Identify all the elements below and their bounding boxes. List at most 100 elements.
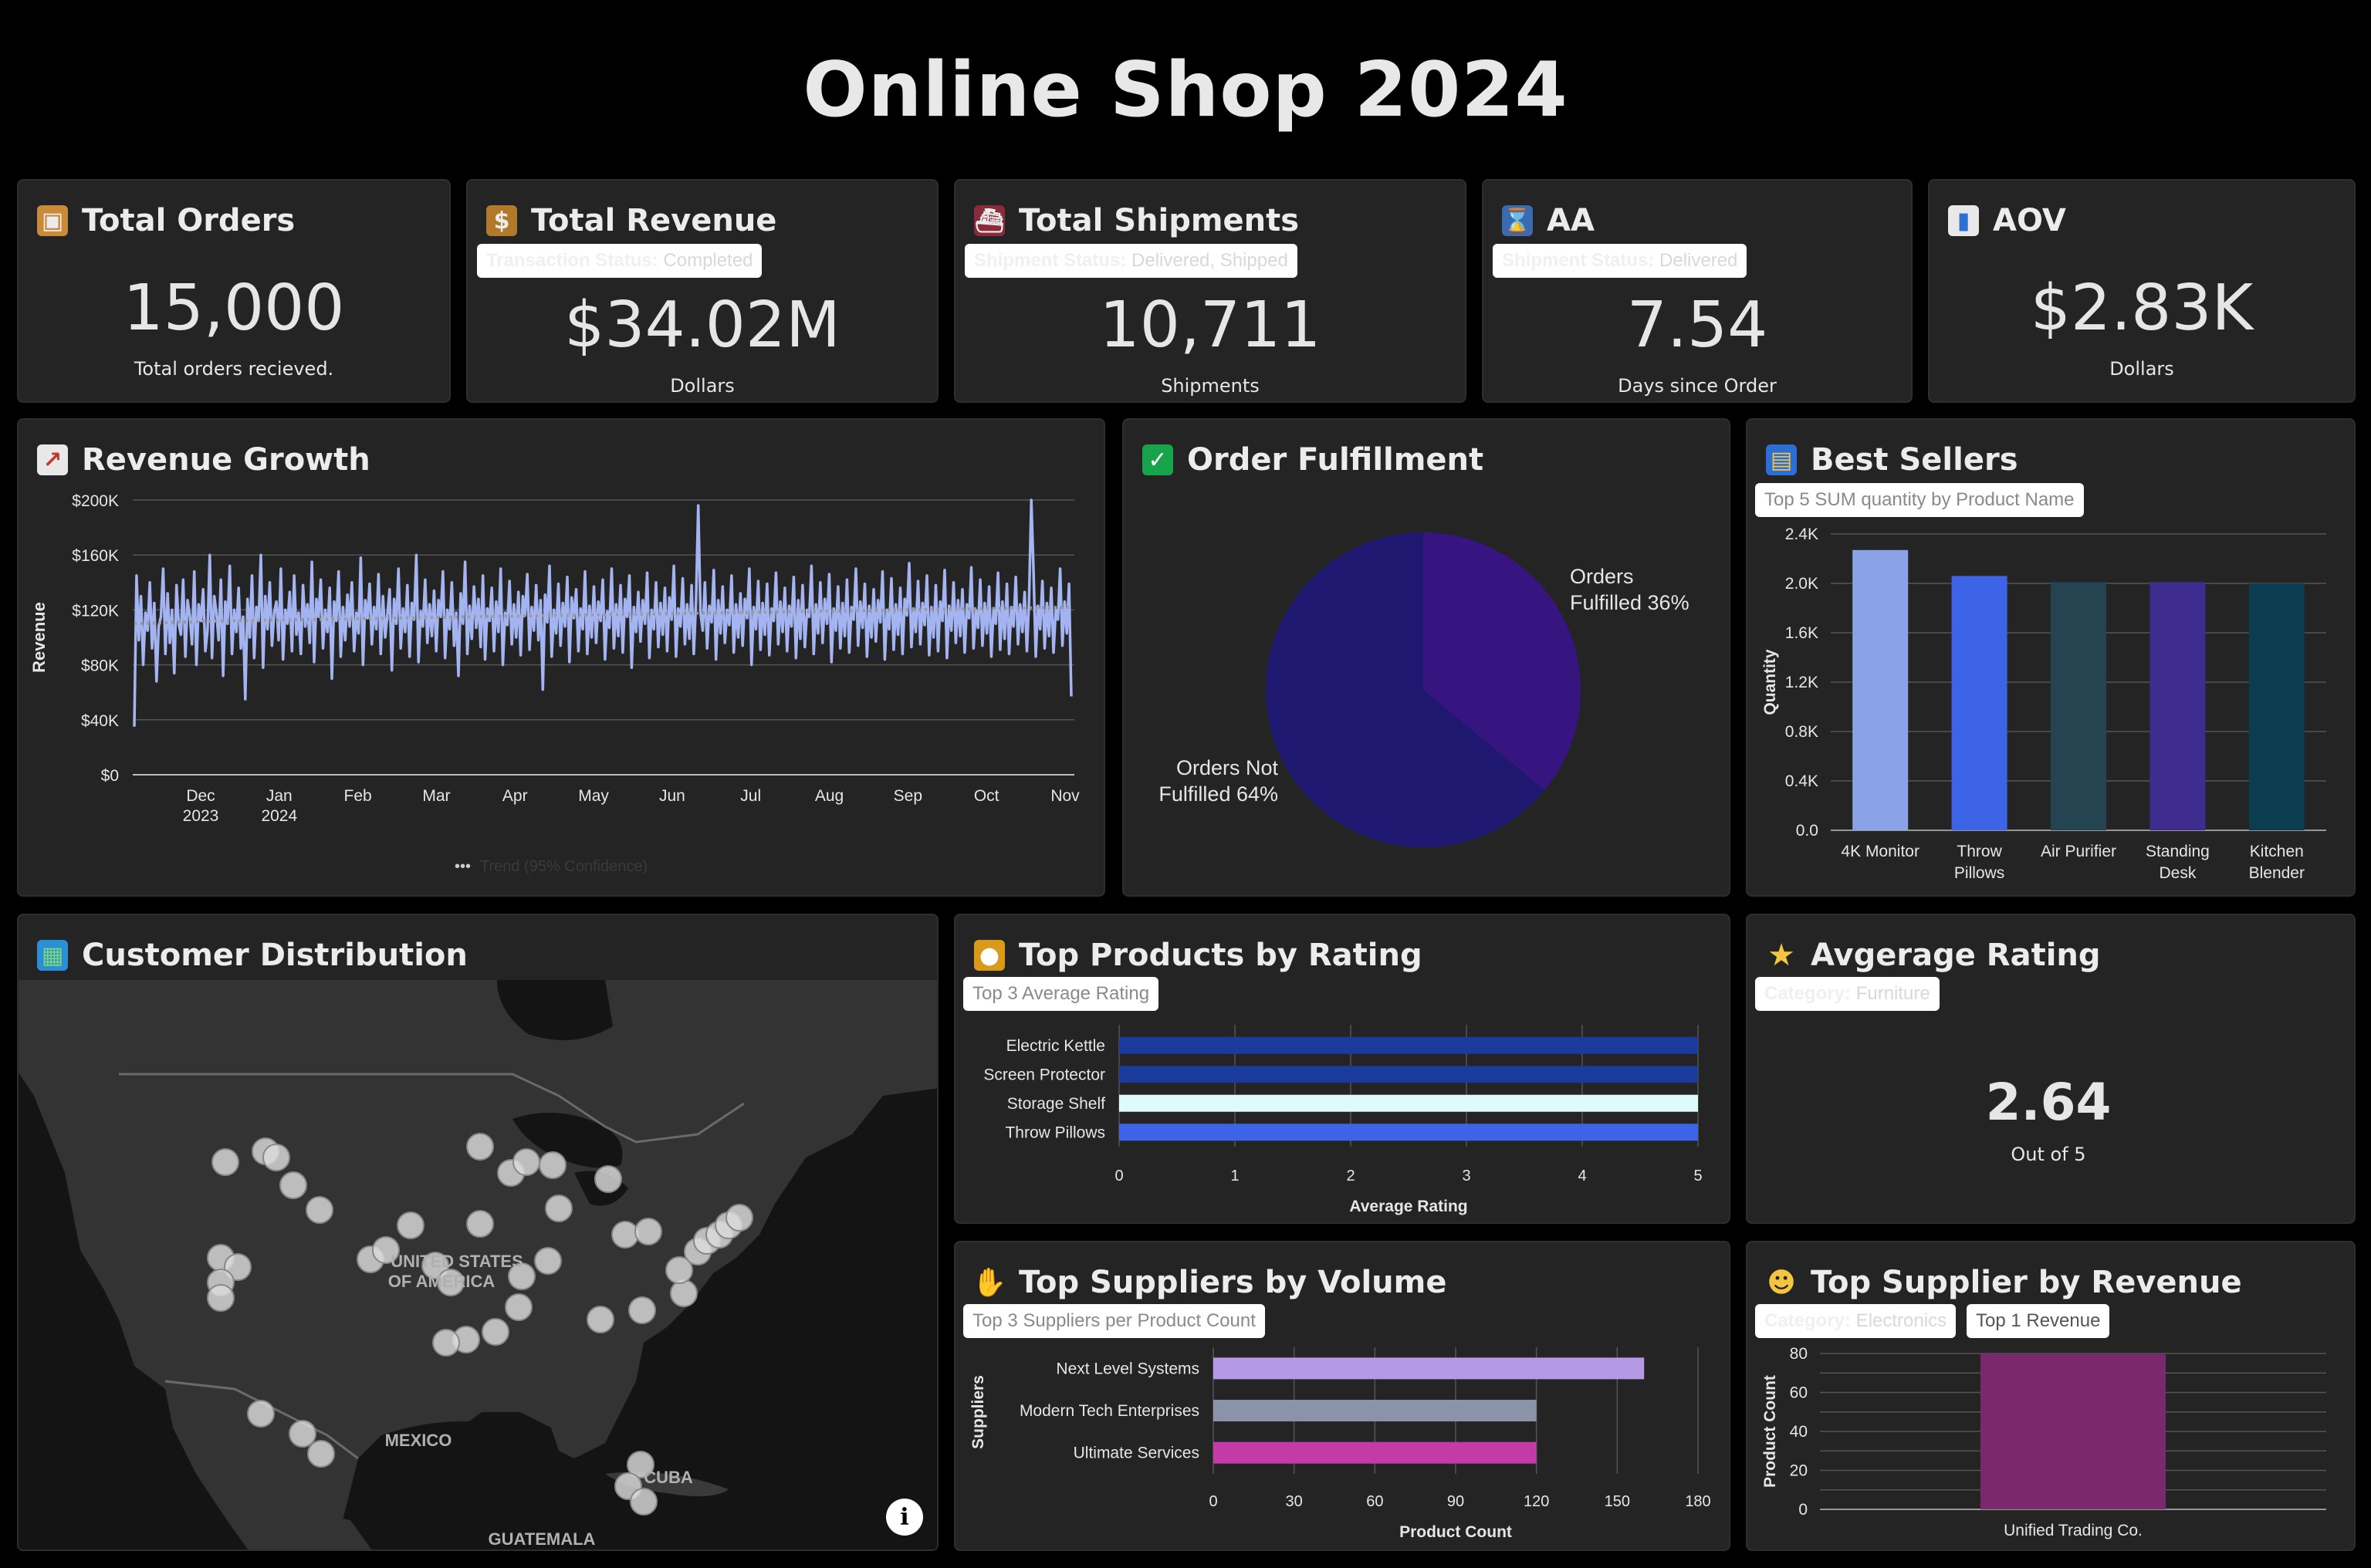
central-america-land bbox=[252, 1512, 372, 1549]
aa-filter[interactable]: Shipment Status: Delivered bbox=[1493, 244, 1747, 278]
y-tick-label: Electric Kettle bbox=[1006, 1037, 1105, 1055]
top-suppliers-chart: 0 30 60 90 120 150 180 Product Count Suppliers Ne… bbox=[969, 1347, 1711, 1541]
customer-marker[interactable] bbox=[665, 1256, 693, 1284]
best-sellers-header: ▤ Best Sellers bbox=[1766, 437, 2018, 483]
pie-slice[interactable] bbox=[1266, 532, 1545, 847]
top-suppliers-filter[interactable]: Top 3 Suppliers per Product Count bbox=[963, 1304, 1265, 1338]
x-axis-label: Product Count bbox=[1399, 1523, 1512, 1541]
top-supplier-revenue-filter-top[interactable]: Top 1 Revenue bbox=[1967, 1304, 2110, 1338]
x-tick-label: Nov bbox=[1050, 787, 1080, 805]
customer-marker[interactable] bbox=[630, 1488, 658, 1516]
customer-marker[interactable] bbox=[247, 1400, 275, 1428]
customer-marker[interactable] bbox=[545, 1195, 573, 1222]
customer-marker[interactable] bbox=[508, 1262, 536, 1290]
order-fulfillment-chart: Orders Fulfilled 36% Orders Not Fulfilled 6… bbox=[1158, 532, 1689, 847]
bar[interactable] bbox=[1951, 576, 2007, 830]
customer-marker[interactable] bbox=[432, 1329, 460, 1357]
pie-label-not-fulfilled: Orders Not bbox=[1176, 756, 1279, 779]
customer-marker[interactable] bbox=[279, 1171, 307, 1199]
x-tick-label: Oct bbox=[974, 787, 999, 805]
y-tick-label: 60 bbox=[1790, 1384, 1808, 1402]
bar[interactable] bbox=[1213, 1400, 1537, 1421]
bar[interactable] bbox=[1980, 1353, 2166, 1509]
bar[interactable] bbox=[1119, 1036, 1698, 1054]
customer-marker[interactable] bbox=[466, 1210, 494, 1238]
map-info-button[interactable]: i bbox=[886, 1499, 923, 1536]
customer-marker[interactable] bbox=[306, 1196, 333, 1224]
x-tick-label: 60 bbox=[1366, 1493, 1383, 1510]
x-tick-label: 0 bbox=[1209, 1493, 1217, 1510]
revenue-growth-card: ↗ Revenue Growth $0 $40K $80K $120K $160K $20… bbox=[17, 418, 1105, 897]
customer-marker[interactable] bbox=[505, 1293, 533, 1321]
total-shipments-filter[interactable]: Shipment Status: Delivered, Shipped bbox=[965, 244, 1297, 278]
customer-marker[interactable] bbox=[437, 1269, 465, 1296]
customer-marker[interactable] bbox=[482, 1318, 509, 1346]
x-tick-label: 3 bbox=[1462, 1168, 1470, 1184]
x-tick-label: 120 bbox=[1524, 1493, 1549, 1510]
bar[interactable] bbox=[1213, 1441, 1537, 1464]
x-tick-label: 0 bbox=[1114, 1168, 1123, 1184]
pie-slice[interactable] bbox=[1423, 532, 1581, 791]
customer-marker[interactable] bbox=[627, 1451, 654, 1478]
top-products-header: ● Top Products by Rating bbox=[974, 932, 1422, 978]
y-tick-label: 2.4K bbox=[1785, 525, 1818, 543]
customer-marker[interactable] bbox=[397, 1211, 424, 1239]
map-label-cuba: CUBA bbox=[644, 1468, 693, 1487]
customer-marker[interactable] bbox=[372, 1236, 400, 1264]
total-shipments-header: ⛴ Total Shipments bbox=[974, 198, 1299, 244]
customer-marker[interactable] bbox=[670, 1279, 698, 1307]
bar[interactable] bbox=[1119, 1066, 1698, 1083]
x-tick-label: 4 bbox=[1578, 1168, 1586, 1184]
customer-marker[interactable] bbox=[594, 1165, 622, 1193]
customer-marker[interactable] bbox=[262, 1144, 290, 1171]
customer-marker[interactable] bbox=[289, 1420, 316, 1448]
bar[interactable] bbox=[1852, 549, 1909, 830]
customer-marker[interactable] bbox=[307, 1440, 335, 1468]
x-tick-label: Blender bbox=[2249, 864, 2305, 882]
customer-marker[interactable] bbox=[726, 1204, 753, 1232]
customer-marker[interactable] bbox=[539, 1151, 567, 1179]
bar[interactable] bbox=[1119, 1124, 1698, 1141]
bar-chart-icon: ▮ bbox=[1948, 205, 1979, 236]
package-icon: ▣ bbox=[37, 205, 68, 236]
customer-marker[interactable] bbox=[634, 1218, 662, 1245]
customer-marker[interactable] bbox=[466, 1133, 494, 1161]
bar[interactable] bbox=[1213, 1357, 1645, 1380]
total-orders-title: Total Orders bbox=[82, 203, 296, 238]
customer-marker[interactable] bbox=[587, 1306, 614, 1333]
bar[interactable] bbox=[1119, 1094, 1698, 1112]
avg-rating-filter[interactable]: Category: Furniture bbox=[1755, 977, 1940, 1011]
customer-marker[interactable] bbox=[211, 1148, 239, 1176]
x-tick-label: Unified Trading Co. bbox=[2004, 1522, 2143, 1539]
x-tick-label: 2 bbox=[1346, 1168, 1355, 1184]
x-tick-label: Standing bbox=[2146, 843, 2210, 860]
customer-marker[interactable] bbox=[611, 1221, 639, 1249]
customer-map[interactable]: UNITED STATES OF AMERICA MEXICO CUBA GUA… bbox=[19, 980, 937, 1549]
customer-marker[interactable] bbox=[512, 1148, 540, 1176]
total-revenue-filter[interactable]: Transaction Status: Completed bbox=[477, 244, 763, 278]
bar[interactable] bbox=[2149, 582, 2206, 830]
y-tick-label: 0 bbox=[1798, 1501, 1808, 1519]
map-label-usa: UNITED STATES bbox=[391, 1252, 523, 1271]
customer-marker[interactable] bbox=[534, 1247, 562, 1275]
money-bag-icon: $ bbox=[486, 205, 517, 236]
top-supplier-revenue-filter-category[interactable]: Category: Electronics bbox=[1755, 1304, 1957, 1338]
filter-value: Electronics bbox=[1855, 1310, 1947, 1331]
avg-rating-title: Avgerage Rating bbox=[1811, 938, 2101, 973]
map-label-mexico: MEXICO bbox=[385, 1431, 452, 1450]
filter-key: Shipment Status: bbox=[974, 250, 1127, 271]
customer-distribution-card: ▦ Customer Distribution UNITED STATES OF… bbox=[17, 914, 939, 1551]
x-tick-label: Desk bbox=[2159, 864, 2196, 882]
best-sellers-filter[interactable]: Top 5 SUM quantity by Product Name bbox=[1755, 483, 2084, 517]
top-products-filter[interactable]: Top 3 Average Rating bbox=[963, 977, 1159, 1011]
aa-title: AA bbox=[1547, 203, 1595, 238]
aov-sub: Dollars bbox=[2109, 358, 2174, 380]
customer-marker[interactable] bbox=[628, 1296, 656, 1324]
customer-distribution-header: ▦ Customer Distribution bbox=[37, 932, 468, 978]
aov-value: $2.83K bbox=[2030, 272, 2254, 345]
map-label-guatemala: GUATEMALA bbox=[489, 1529, 596, 1549]
bar[interactable] bbox=[2051, 582, 2106, 830]
customer-marker[interactable] bbox=[207, 1284, 235, 1312]
hudson-bay bbox=[497, 980, 613, 1040]
bar[interactable] bbox=[2248, 583, 2305, 830]
